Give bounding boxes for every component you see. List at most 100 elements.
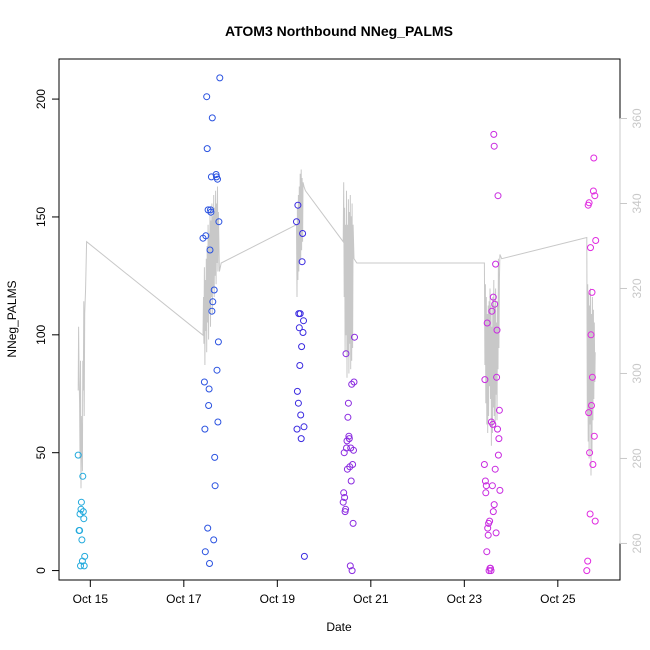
data-point: [583, 567, 591, 575]
data-point: [488, 482, 496, 490]
data-point: [297, 435, 305, 443]
data-point: [79, 472, 87, 480]
series-flight-oct19: [293, 201, 308, 560]
series-flight-oct14: [74, 451, 89, 570]
data-point: [78, 536, 86, 544]
data-point: [351, 333, 358, 341]
data-point: [350, 446, 357, 454]
data-point: [214, 175, 221, 183]
x-axis-label: Date: [326, 620, 352, 634]
data-point: [488, 307, 496, 315]
x-tick-label: Oct 19: [260, 592, 296, 606]
data-point: [293, 218, 300, 226]
series-flight-oct23: [480, 130, 504, 575]
data-point: [293, 425, 301, 433]
data-point: [207, 208, 215, 216]
x-tick-label: Oct 23: [447, 592, 483, 606]
data-point: [590, 154, 598, 162]
data-point: [588, 402, 595, 409]
data-point: [347, 477, 355, 485]
data-point: [495, 435, 503, 443]
data-point: [77, 562, 84, 570]
data-point: [494, 451, 502, 459]
data-point: [77, 498, 85, 506]
right-tick-label: 320: [630, 278, 644, 298]
data-point: [342, 350, 350, 358]
data-point: [480, 461, 488, 468]
data-point: [494, 425, 501, 433]
data-point: [491, 300, 499, 308]
data-point: [343, 465, 351, 473]
data-point: [80, 562, 88, 570]
data-point: [590, 432, 598, 440]
data-point: [339, 498, 347, 506]
data-point: [212, 171, 220, 178]
data-point: [484, 531, 492, 539]
y-axis: 0 50 100 150 200: [34, 89, 60, 574]
data-point: [210, 286, 218, 294]
right-tick-label: 260: [630, 533, 644, 553]
data-point: [294, 399, 302, 407]
data-point: [215, 218, 223, 226]
data-point: [483, 548, 491, 556]
data-point: [201, 425, 209, 433]
data-point: [494, 192, 502, 200]
data-point: [346, 562, 354, 570]
data-point: [585, 409, 593, 417]
data-point: [300, 317, 307, 325]
right-tick-label: 340: [630, 193, 644, 213]
data-point: [79, 508, 87, 516]
data-point: [298, 343, 306, 351]
data-point: [211, 453, 219, 461]
y-tick-label: 100: [34, 324, 48, 344]
data-point: [492, 260, 500, 268]
right-y-axis: 260 280 300 320 340 360: [619, 108, 644, 553]
data-point: [588, 373, 596, 381]
series-flight-oct25: [583, 154, 600, 575]
data-point: [343, 444, 350, 452]
data-point: [205, 402, 213, 409]
data-point: [206, 246, 214, 254]
data-point: [206, 560, 213, 567]
data-point: [343, 437, 351, 445]
data-point: [344, 413, 352, 421]
data-point: [592, 237, 600, 244]
data-point: [200, 378, 208, 386]
data-point: [591, 192, 599, 200]
data-point: [298, 258, 306, 266]
data-point: [341, 494, 349, 501]
y-tick-label: 200: [34, 89, 48, 109]
y-axis-label: NNeg_PALMS: [5, 280, 19, 357]
data-point: [300, 552, 308, 560]
right-axis-trace-layer: [77, 169, 596, 489]
series-flight-oct20: [339, 333, 358, 575]
right-tick-label: 300: [630, 363, 644, 383]
data-point: [216, 74, 224, 82]
x-tick-label: Oct 17: [166, 592, 202, 606]
data-point: [481, 477, 489, 485]
data-point: [348, 567, 356, 575]
data-point: [296, 362, 304, 369]
data-point: [482, 489, 490, 497]
y-tick-label: 50: [34, 446, 48, 460]
data-point: [493, 326, 501, 334]
x-axis: Oct 15 Oct 17 Oct 19 Oct 21 Oct 23 Oct 25: [73, 579, 576, 606]
data-point: [210, 536, 218, 544]
data-point: [214, 418, 222, 426]
data-point: [589, 461, 597, 468]
data-point: [496, 486, 504, 494]
data-point: [205, 385, 213, 393]
data-point: [489, 293, 497, 301]
data-point: [208, 307, 216, 315]
data-point: [299, 329, 307, 336]
data-point: [74, 451, 82, 459]
data-point: [299, 230, 307, 237]
data-point: [350, 378, 358, 386]
data-point: [490, 501, 498, 509]
data-point: [348, 380, 356, 388]
data-point: [487, 567, 495, 575]
data-point: [587, 244, 594, 252]
data-point: [80, 515, 88, 523]
data-point: [349, 461, 357, 468]
